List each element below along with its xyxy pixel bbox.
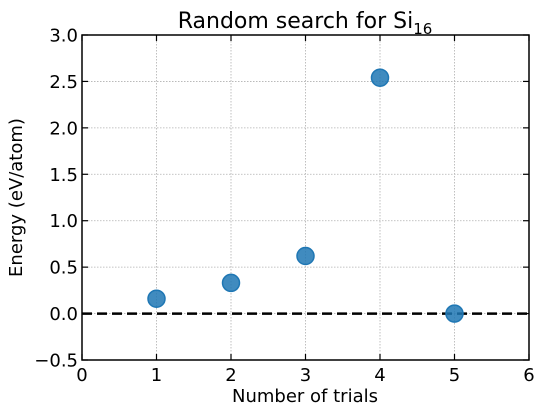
- data-point: [221, 273, 241, 293]
- data-point: [370, 68, 390, 87]
- data-point: [296, 246, 315, 266]
- x-tick-label: 0: [76, 365, 87, 386]
- y-tick-label: 2.5: [49, 72, 78, 93]
- x-axis-label: Number of trials: [232, 386, 378, 407]
- x-tick-label: 5: [449, 365, 460, 386]
- y-tick-label: 2.0: [49, 118, 78, 139]
- y-tick-label: 3.0: [49, 26, 78, 47]
- y-tick-label: 1.5: [49, 165, 78, 186]
- x-tick-labels: 0 1 2 3 4 5 6: [76, 365, 534, 386]
- y-tick-label: 1.0: [49, 211, 78, 232]
- chart-title-subscript: 16: [413, 20, 432, 38]
- x-tick-label: 3: [300, 365, 311, 386]
- data-points: [147, 68, 464, 323]
- x-tick-label: 2: [225, 365, 236, 386]
- x-tick-label: 1: [151, 365, 162, 386]
- x-tick-label: 4: [374, 365, 385, 386]
- y-tick-label: 0.0: [49, 304, 78, 325]
- y-tick-labels: −0.5 0.0 0.5 1.0 1.5 2.0 2.5 3.0: [34, 26, 78, 372]
- data-point: [445, 304, 464, 323]
- y-tick-label: −0.5: [34, 351, 78, 372]
- x-tick-label: 6: [523, 365, 534, 386]
- y-axis-label: Energy (eV/atom): [6, 118, 27, 277]
- y-tick-label: 0.5: [49, 258, 78, 279]
- axis-ticks: [81, 34, 530, 361]
- chart-title: Random search for Si16: [178, 9, 433, 38]
- data-point: [147, 289, 166, 308]
